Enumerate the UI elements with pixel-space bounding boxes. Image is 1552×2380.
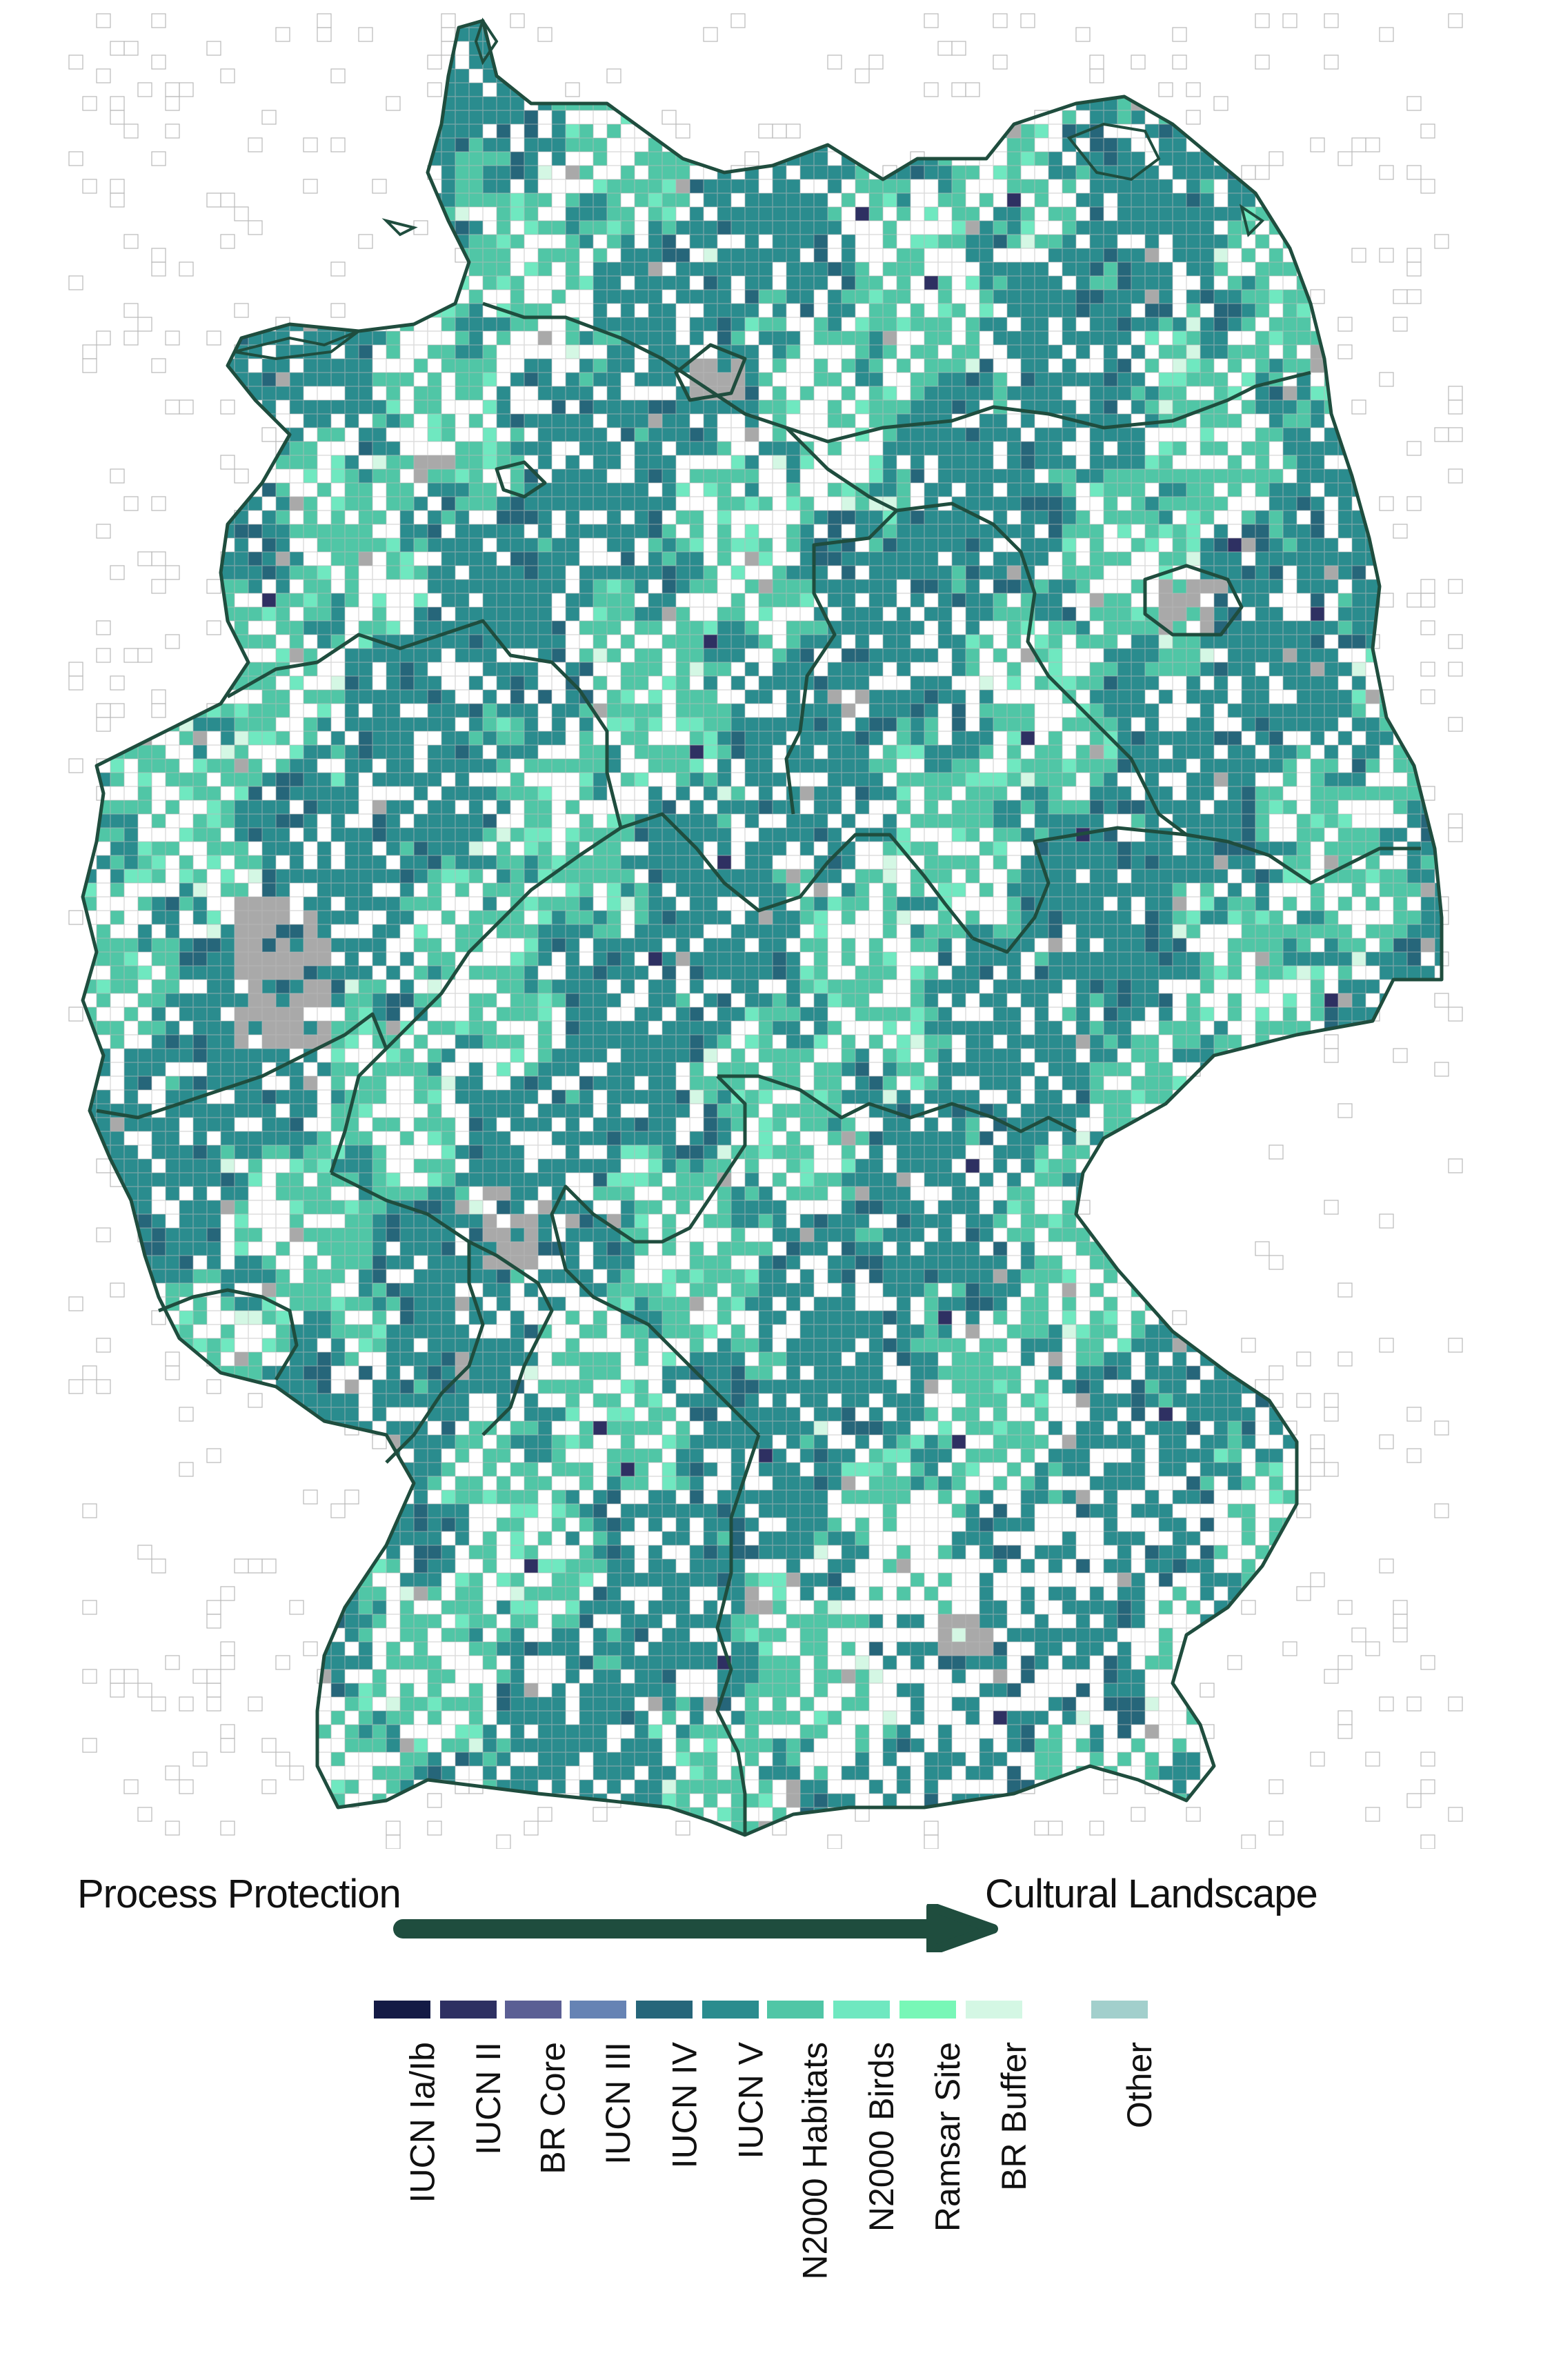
legend-swatch [767,2001,824,2019]
legend-label-text: IUCN IV [665,2042,704,2169]
coastline-islands [234,17,1265,361]
legend-label-text: BR Buffer [994,2042,1033,2191]
border-he-bw [468,1240,554,1436]
national-border [81,19,1444,1837]
border-nw-ni [226,619,623,829]
legend-swatch [505,2001,561,2019]
process-protection-label: Process Protection [77,1872,401,1916]
legend-swatch [833,2001,890,2019]
border-bremen [495,460,547,499]
legend-label: IUCN Ia/Ib [371,2042,441,2339]
border-nw-he [329,826,622,1173]
state-borders [81,19,1444,1837]
legend-swatch [374,2001,430,2019]
border-ni-st [784,426,899,815]
border-sh-ni [482,301,787,430]
legend-swatch [966,2001,1022,2019]
legend-label: N2000 Birds [830,2042,901,2339]
legend-label: IUCN V [699,2042,770,2339]
legend-label: IUCN IV [633,2042,704,2339]
legend-label: Ramsar Site [897,2042,967,2339]
arrow-head-icon [926,1904,998,1952]
border-berlin [1143,564,1244,637]
legend-swatch [702,2001,759,2019]
legend-swatch [899,2001,956,2019]
legend-label: N2000 Habitats [764,2042,835,2339]
border-rp-nw [96,1012,388,1120]
border-saarland [158,1288,299,1381]
border-hamburg [674,343,747,402]
legend-label-text: Ramsar Site [928,2042,968,2232]
border-th-sn [972,826,1421,954]
gradient-arrow [393,1904,998,1952]
legend-label-text: N2000 Habitats [795,2042,835,2280]
cultural-landscape-label: Cultural Landscape [985,1872,1318,1916]
border-mv-bb [786,370,1311,444]
border-he-by [550,1075,760,1436]
border-rp-bw [330,1171,485,1464]
legend-label-text: Other [1120,2042,1160,2129]
legend-label: IUCN II [437,2042,508,2339]
protected-area-map [68,13,1463,1849]
legend-label-text: IUCN III [598,2042,637,2165]
legend-label: IUCN III [567,2042,637,2339]
legend-label: Other [1088,2042,1159,2339]
legend-label-text: N2000 Birds [862,2042,902,2232]
border-he-th [620,812,974,940]
legend-swatch [636,2001,693,2019]
legend-swatch [1091,2001,1148,2019]
border-th-by [717,1074,1077,1133]
grid-overlay [83,21,1442,1835]
germany-grid-map [68,13,1463,1849]
legend-label: BR Buffer [963,2042,1033,2339]
border-st-bb [896,502,1188,836]
border-bw-by [715,1434,761,1835]
legend-swatch [570,2001,626,2019]
legend-label-text: IUCN Ia/Ib [403,2042,442,2203]
legend-swatch [440,2001,497,2019]
legend-label: BR Core [502,2042,573,2339]
